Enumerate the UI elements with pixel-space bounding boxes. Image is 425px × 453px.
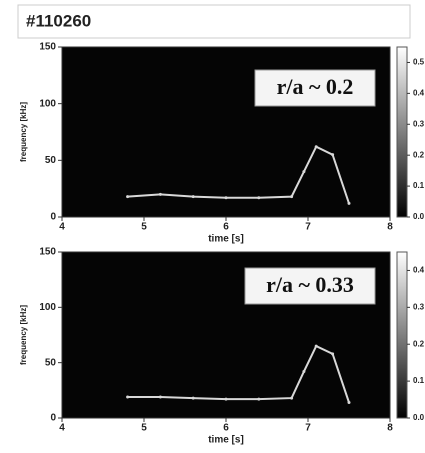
trace-point bbox=[331, 153, 335, 157]
colorbar-tick-label: 0.2 bbox=[413, 339, 425, 348]
annotation-box bbox=[254, 69, 376, 107]
y-tick-label: 150 bbox=[39, 42, 56, 53]
trace-point bbox=[224, 397, 228, 401]
trace-point bbox=[347, 201, 351, 205]
trace-point bbox=[314, 344, 318, 348]
y-tick-label: 100 bbox=[39, 98, 56, 109]
trace-point bbox=[126, 195, 130, 199]
y-tick-label: 0 bbox=[50, 413, 56, 424]
colorbar-tick-label: 0.5 bbox=[413, 58, 425, 67]
colorbar-tick-label: 0.4 bbox=[413, 266, 425, 275]
y-axis-label: frequency [kHz] bbox=[19, 102, 28, 162]
x-tick-label: 5 bbox=[141, 423, 147, 434]
trace-point bbox=[290, 195, 294, 199]
y-tick-label: 150 bbox=[39, 247, 56, 258]
trace-point bbox=[257, 196, 261, 200]
title-box bbox=[17, 4, 411, 39]
x-axis-label: time [s] bbox=[208, 435, 244, 446]
trace-point bbox=[290, 396, 294, 400]
colorbar-tick-label: 0.3 bbox=[413, 302, 425, 311]
colorbar-tick-label: 0.0 bbox=[413, 212, 425, 221]
x-axis-label: time [s] bbox=[208, 234, 244, 245]
trace-point bbox=[314, 145, 318, 149]
x-tick-label: 8 bbox=[387, 222, 393, 233]
trace-point bbox=[126, 395, 130, 399]
x-tick-label: 6 bbox=[223, 423, 229, 434]
figure-title: #110260 bbox=[26, 11, 91, 30]
mode-trace bbox=[127, 344, 350, 403]
colorbar-tick-label: 0.0 bbox=[413, 413, 425, 422]
trace-point bbox=[347, 401, 351, 405]
x-tick-label: 4 bbox=[59, 222, 65, 233]
trace-point bbox=[331, 352, 335, 356]
trace-point bbox=[302, 170, 306, 174]
annotation: r/a ~ 0.2 bbox=[277, 74, 354, 99]
x-tick-label: 7 bbox=[305, 222, 311, 233]
colorbar-tick-label: 0.2 bbox=[413, 150, 425, 159]
colorbar-tick-label: 0.1 bbox=[413, 181, 425, 190]
y-tick-label: 50 bbox=[45, 155, 57, 166]
x-tick-label: 7 bbox=[305, 423, 311, 434]
y-axis-label: frequency [kHz] bbox=[19, 305, 28, 365]
x-tick-label: 4 bbox=[59, 423, 65, 434]
x-tick-label: 5 bbox=[141, 222, 147, 233]
trace-point bbox=[191, 396, 195, 400]
annotation: r/a ~ 0.33 bbox=[266, 272, 354, 297]
trace-point bbox=[158, 395, 162, 399]
colorbar-tick-label: 0.4 bbox=[413, 88, 425, 97]
y-tick-label: 0 bbox=[50, 212, 56, 223]
colorbar-tick-label: 0.3 bbox=[413, 119, 425, 128]
trace-point bbox=[302, 370, 306, 374]
x-tick-label: 6 bbox=[223, 222, 229, 233]
trace-point bbox=[224, 196, 228, 200]
colorbar bbox=[396, 251, 408, 419]
colorbar-tick-label: 0.1 bbox=[413, 376, 425, 385]
y-tick-label: 100 bbox=[39, 302, 56, 313]
trace-point bbox=[158, 192, 162, 196]
annotation-box bbox=[244, 267, 376, 305]
colorbar bbox=[396, 46, 408, 218]
trace-point bbox=[257, 397, 261, 401]
trace-point bbox=[191, 195, 195, 199]
x-tick-label: 8 bbox=[387, 423, 393, 434]
y-tick-label: 50 bbox=[45, 357, 57, 368]
mode-trace bbox=[127, 145, 350, 204]
